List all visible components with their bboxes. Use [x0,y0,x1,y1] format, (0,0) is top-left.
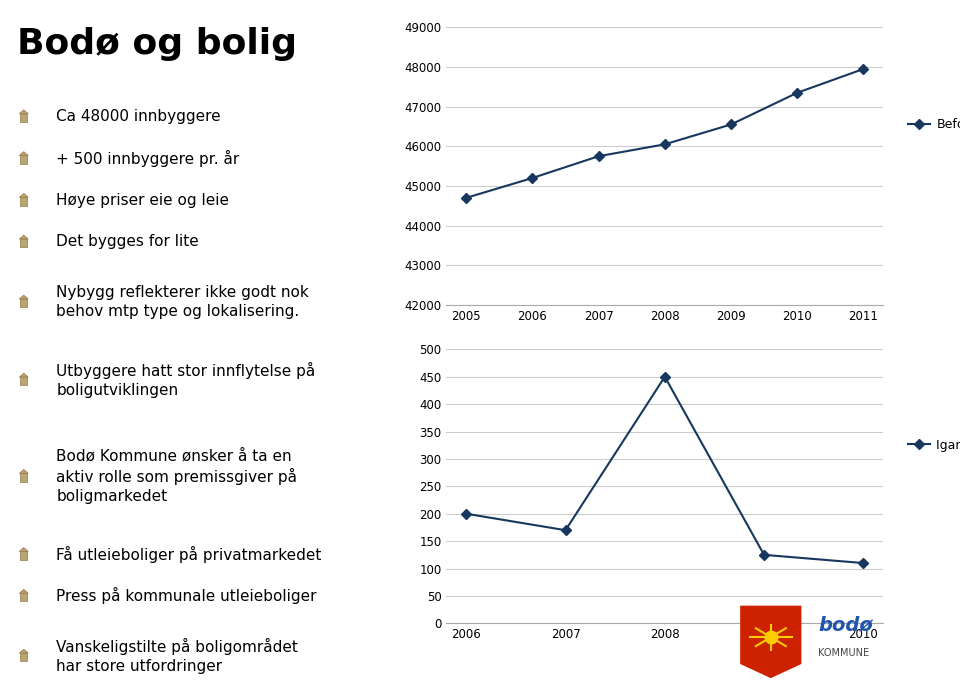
Legend: Igangsatte boliger: Igangsatte boliger [902,434,960,457]
Polygon shape [19,469,28,473]
Polygon shape [19,589,28,593]
Polygon shape [19,235,28,239]
Befolkningsutvikling [857,65,869,73]
Text: KOMMUNE: KOMMUNE [818,648,870,658]
Bar [20,653,27,661]
Polygon shape [19,373,28,377]
Bar [20,155,27,164]
Bar [20,473,27,482]
Text: Det bygges for lite: Det bygges for lite [56,234,199,249]
Legend: Befolkningsutvikling: Befolkningsutvikling [902,113,960,136]
Text: Bodø Kommune ønsker å ta en
aktiv rolle som premissgiver på
boligmarkedet: Bodø Kommune ønsker å ta en aktiv rolle … [56,448,298,504]
Text: Bodø og bolig: Bodø og bolig [17,27,298,62]
Line: Befolkningsutvikling: Befolkningsutvikling [463,66,867,201]
Polygon shape [19,110,28,114]
Befolkningsutvikling [659,140,670,149]
Bar [20,593,27,601]
Polygon shape [19,295,28,299]
Text: Vanskeligstilte på boligområdet
har store utfordringer: Vanskeligstilte på boligområdet har stor… [56,638,298,674]
Text: bodø: bodø [818,615,873,634]
Befolkningsutvikling [461,194,472,202]
Text: Ca 48000 innbyggere: Ca 48000 innbyggere [56,109,221,124]
Text: Nybygg reflekterer ikke godt nok
behov mtp type og lokalisering.: Nybygg reflekterer ikke godt nok behov m… [56,285,309,319]
Befolkningsutvikling [527,174,539,182]
Text: Få utleieboliger på privatmarkedet: Få utleieboliger på privatmarkedet [56,546,322,562]
Polygon shape [19,151,28,155]
Text: Høye priser eie og leie: Høye priser eie og leie [56,192,229,208]
Text: Press på kommunale utleieboliger: Press på kommunale utleieboliger [56,588,317,604]
Bar [20,377,27,385]
Polygon shape [19,547,28,551]
Polygon shape [19,649,28,653]
Text: Utbyggere hatt stor innflytelse på
boligutviklingen: Utbyggere hatt stor innflytelse på bolig… [56,362,316,398]
Befolkningsutvikling [593,152,605,160]
Igangsatte boliger [659,373,670,381]
Igangsatte boliger [857,559,869,567]
Befolkningsutvikling [725,121,736,129]
Polygon shape [19,193,28,197]
Bar [20,114,27,122]
Bar [20,239,27,247]
Polygon shape [740,606,802,678]
Befolkningsutvikling [791,88,803,97]
Igangsatte boliger [560,526,571,534]
Igangsatte boliger [758,551,770,559]
Text: + 500 innbyggere pr. år: + 500 innbyggere pr. år [56,150,239,166]
Igangsatte boliger [461,510,472,518]
Bar [20,299,27,308]
Line: Igangsatte boliger: Igangsatte boliger [463,373,867,566]
Bar [20,551,27,560]
Bar [20,197,27,205]
